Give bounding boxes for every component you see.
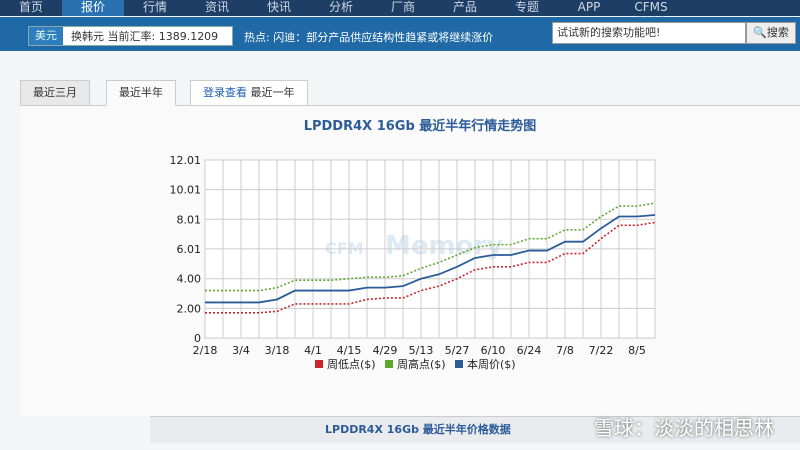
legend-swatch xyxy=(385,360,393,368)
x-tick-label: 3/4 xyxy=(232,344,250,357)
login-link[interactable]: 登录查看 xyxy=(203,86,247,99)
x-tick-label: 6/10 xyxy=(481,344,506,357)
search-label: 搜索 xyxy=(766,26,789,39)
x-tick-label: 6/24 xyxy=(517,344,542,357)
exchange-rate: 换韩元 当前汇率: 1389.1209 xyxy=(71,30,219,43)
watermark: 雪球：淡淡的相思林 xyxy=(594,416,774,440)
search-input[interactable]: 试试新的搜索功能吧! xyxy=(552,22,746,44)
nav-item[interactable]: 专题 xyxy=(514,0,539,14)
y-tick-label: 4.00 xyxy=(177,273,202,286)
nav-item[interactable]: 产品 xyxy=(452,0,477,14)
search-button[interactable]: 🔍搜索 xyxy=(746,22,796,44)
x-tick-label: 4/1 xyxy=(304,344,322,357)
series-line xyxy=(205,202,656,292)
nav-item[interactable]: 快讯 xyxy=(266,0,291,14)
nav-item[interactable]: 报价 xyxy=(62,0,124,16)
x-tick-label: 3/18 xyxy=(265,344,290,357)
divider xyxy=(20,105,800,106)
x-tick-label: 7/22 xyxy=(589,344,614,357)
currency: 美元 xyxy=(29,27,63,45)
series-line xyxy=(205,221,656,314)
x-tick-label: 5/13 xyxy=(409,344,434,357)
legend-swatch xyxy=(455,360,463,368)
tab-active[interactable]: 最近半年 xyxy=(106,80,176,106)
nav-item[interactable]: 厂商 xyxy=(390,0,415,14)
currency-select[interactable]: 美元 换韩元 当前汇率: 1389.1209 xyxy=(28,26,234,46)
chart: LPDDR4X 16Gb 最近半年行情走势图 CFM Memory02.004.0… xyxy=(170,118,656,371)
tab[interactable]: 登录查看 最近一年 xyxy=(190,80,308,106)
legend-label: 周低点($) xyxy=(327,358,376,371)
legend-label: 本周价($) xyxy=(467,357,516,371)
nav-item[interactable]: 分析 xyxy=(328,0,353,14)
hot-text: 闪迪：部分产品供应结构性趋紧或将继续涨价 xyxy=(273,31,494,44)
x-tick-label: 8/5 xyxy=(628,344,646,357)
y-tick-label: 10.01 xyxy=(170,184,202,197)
hot-news[interactable]: 热点: 闪迪：部分产品供应结构性趋紧或将继续涨价 xyxy=(244,29,493,45)
x-tick-label: 7/8 xyxy=(556,344,574,357)
y-tick-label: 12.01 xyxy=(170,154,202,167)
y-tick-label: 0 xyxy=(194,332,201,345)
tab[interactable]: 最近三月 xyxy=(20,80,90,106)
nav-item[interactable]: 资讯 xyxy=(204,0,229,14)
nav-item[interactable]: 行情 xyxy=(142,0,167,14)
series-line xyxy=(205,214,656,304)
table-header: LPDDR4X 16Gb 最近半年价格数据 xyxy=(150,416,800,443)
legend-swatch xyxy=(315,360,323,368)
nav-item[interactable]: APP xyxy=(577,0,601,14)
y-tick-label: 8.01 xyxy=(177,213,202,226)
chart-title: LPDDR4X 16Gb 最近半年行情走势图 xyxy=(304,118,537,134)
x-tick-label: 4/15 xyxy=(337,344,362,357)
nav-bar: 首页 报价 行情 资讯 快讯 分析 厂商 产品 专题 APP CFMS 2025 xyxy=(0,0,800,28)
legend-label: 周高点($) xyxy=(397,357,446,371)
table-title: LPDDR4X 16Gb 最近半年价格数据 xyxy=(325,423,511,436)
nav-item[interactable]: CFMS 2025 xyxy=(634,0,668,28)
y-tick-label: 2.00 xyxy=(177,302,202,315)
x-tick-label: 5/27 xyxy=(445,344,470,357)
x-tick-label: 2/18 xyxy=(193,344,218,357)
nav-item[interactable]: 首页 xyxy=(18,0,43,14)
y-tick-label: 6.01 xyxy=(177,243,202,256)
x-tick-label: 4/29 xyxy=(373,344,398,357)
hot-label: 热点: xyxy=(244,31,270,44)
tab-label: 最近一年 xyxy=(250,86,295,99)
